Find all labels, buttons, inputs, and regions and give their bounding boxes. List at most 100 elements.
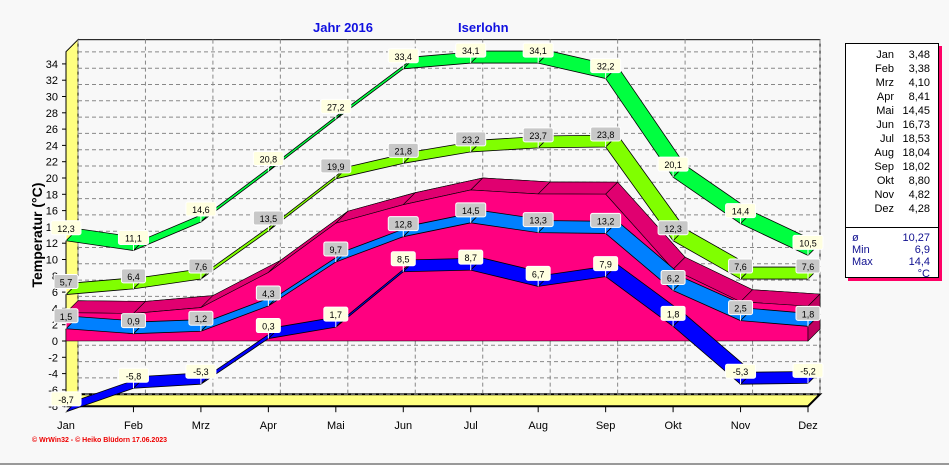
legend-month: Jul [879,133,894,145]
mean-min-data-label: 1,8 [802,309,815,319]
legend-value: 4,82 [908,189,930,201]
legend-month: Apr [876,91,894,103]
legend-row: Jul 18,53 [846,132,938,146]
legend-value: 18,53 [902,133,930,145]
abs-max-data-label: 20,8 [260,154,278,164]
abs-min-data-label: 1,8 [667,309,680,319]
legend-row: Apr 8,41 [846,90,938,104]
y-tick-label: -6 [48,385,58,397]
abs-min-data-label: 1,7 [330,310,343,320]
legend-month: Nov [874,189,894,201]
x-tick-label: Jan [57,420,75,432]
legend-value: 4,10 [908,77,930,89]
abs-min-data-label: -5,2 [800,366,816,376]
abs-max-data-label: 34,1 [462,46,480,56]
legend-row: Jan 3,48 [846,48,938,62]
abs-max-data-label: 14,4 [732,207,750,217]
mean-max-data-label: 7,6 [734,262,747,272]
legend-value: 4,28 [908,203,930,215]
abs-max-data-label: 20,1 [664,160,682,170]
legend-row: Nov 4,82 [846,188,938,202]
abs-max-data-label: 10,5 [799,238,817,248]
legend-row: Mrz 4,10 [846,76,938,90]
mean-max-data-label: 23,2 [462,135,480,145]
max-label: Max [852,256,873,268]
legend-month: Feb [875,63,894,75]
legend-month: Mai [876,105,894,117]
legend-month: Jan [876,49,894,61]
mean-min-data-label: 0,9 [127,317,140,327]
legend-value: 18,02 [902,161,930,173]
mean-max-data-label: 23,8 [597,130,615,140]
y-tick-label: 6 [52,287,58,299]
legend-row: Aug 18,04 [846,146,938,160]
abs-max-data-label: 11,1 [125,234,142,244]
title-location: Iserlohn [458,20,509,35]
mean-min-data-label: 13,2 [597,216,615,226]
abs-min-data-label: 0,3 [262,322,275,332]
mean-area-top [537,181,619,195]
abs-max-data-label: 27,2 [327,102,345,112]
y-tick-label: 2 [52,320,58,332]
mean-min-data-label: 1,2 [195,314,208,324]
mean-min-data-label: 4,3 [262,289,275,299]
abs-max-data-label: 12,3 [57,224,75,234]
legend-value: 14,45 [902,105,930,117]
x-tick-label: Mrz [192,420,210,432]
mean-min-data-label: 12,8 [395,220,413,230]
abs-max-data-label: 34,1 [529,46,547,56]
x-tick-label: Nov [731,420,751,432]
x-tick-label: Jun [394,420,412,432]
y-tick-label: 18 [46,189,58,201]
y-tick-label: 32 [46,75,58,87]
x-tick-label: Feb [124,420,143,432]
unit-label: °C [917,268,930,280]
y-tick-label: 30 [46,92,58,104]
mean-min-data-label: 13,3 [529,216,547,226]
mean-max-data-label: 5,7 [60,278,73,288]
y-tick-label: 28 [46,108,58,120]
floor [63,393,823,408]
legend-month: Aug [874,147,894,159]
x-tick-label: Jul [464,420,478,432]
mean-min-data-label: 9,7 [330,245,343,255]
abs-max-data-label: 14,6 [192,205,210,215]
y-tick-label: 24 [46,140,58,152]
avg-value: 10,27 [902,232,930,244]
y-tick-label: 0 [52,336,58,348]
mean-max-data-label: 23,7 [529,131,547,141]
x-tick-label: Sep [596,420,616,432]
x-tick-label: Okt [665,420,682,432]
mean-min-data-label: 14,5 [462,206,480,216]
mean-max-data-label: 12,3 [664,224,682,234]
y-tick-label: 26 [46,124,58,136]
legend-row: Dez 4,28 [846,202,938,216]
mean-max-data-label: 7,6 [195,262,208,272]
abs-min-data-label: 6,7 [532,269,545,279]
abs-min-data-label: -5,3 [193,367,209,377]
y-tick-label: -8 [48,401,58,413]
abs-max-data-label: 33,4 [395,52,413,62]
avg-label: ø [852,232,859,244]
legend-month: Jun [876,119,894,131]
mean-max-data-label: 21,8 [395,146,413,156]
title-year: Jahr 2016 [313,20,373,35]
legend-row: Mai 14,45 [846,104,938,118]
legend-month: Mrz [875,77,894,89]
legend-month: Sep [874,161,894,173]
legend-row: Okt 8,80 [846,174,938,188]
x-tick-label: Aug [528,420,548,432]
abs-min-data-label: -5,8 [126,371,142,381]
mean-max-data-label: 6,4 [127,272,140,282]
legend-month: Dez [874,203,894,215]
credit-text: © WrWin32 - © Heiko Blüdorn 17.06.2023 [32,437,167,444]
chart-plot: -8-6-4-20246810121416182022242628303234J… [29,38,824,432]
abs-max-data-label: 32,2 [597,62,615,72]
y-tick-label: 22 [46,157,58,169]
y-tick-label: 12 [46,238,58,250]
y-tick-label: 20 [46,173,58,185]
min-label: Min [852,244,870,256]
x-tick-label: Dez [798,420,818,432]
abs-min-data-label: 7,9 [599,260,612,270]
